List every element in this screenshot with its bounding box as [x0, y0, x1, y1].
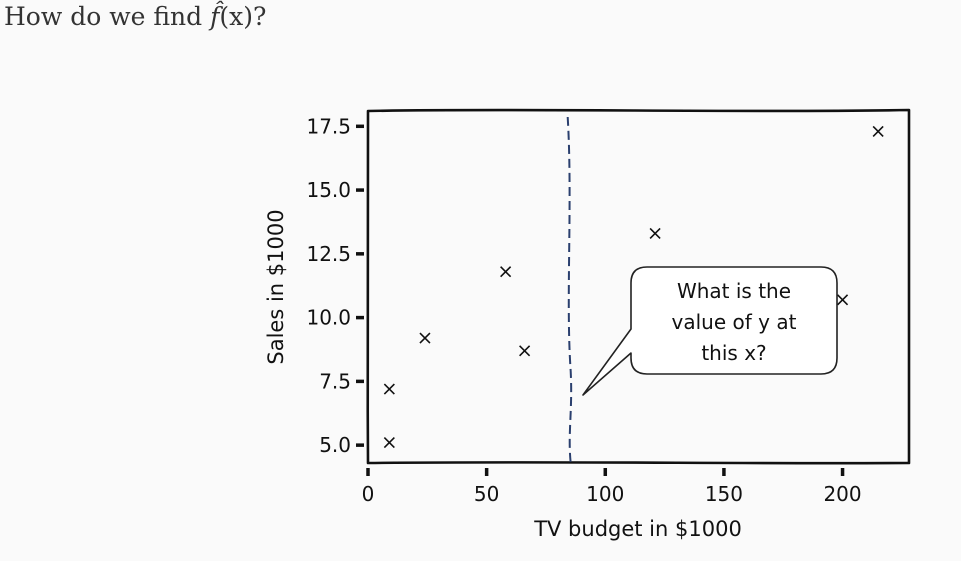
title-suffix: (x)? [219, 2, 267, 31]
plot-frame-group [366, 108, 911, 465]
y-tick-label: 12.5 [306, 242, 351, 266]
y-tick-label: 17.5 [306, 114, 351, 138]
y-tick-label: 15.0 [306, 178, 351, 202]
x-tick-label: 200 [823, 482, 861, 506]
f-hat-symbol: f̂ [210, 2, 220, 31]
vertical-line-group [566, 116, 573, 464]
x-tick-label: 100 [586, 482, 624, 506]
y-tick-label: 7.5 [319, 369, 351, 393]
page-title: How do we find f̂(x)? [4, 2, 266, 31]
data-point-marker [872, 125, 884, 137]
data-point-marker [383, 437, 395, 449]
callout-text-line: What is the [677, 279, 791, 303]
callout-text-line: value of y at [672, 310, 797, 334]
x-tick-label: 0 [362, 482, 375, 506]
y-axis-label: Sales in $1000 [264, 209, 288, 364]
data-point-marker [500, 266, 512, 278]
y-tick-label: 10.0 [306, 306, 351, 330]
callout-bubble [582, 266, 838, 396]
data-point-marker [649, 227, 661, 240]
data-point-marker [383, 383, 395, 395]
data-point-marker [419, 332, 431, 344]
data-points-group [383, 125, 884, 449]
data-point-marker [836, 294, 849, 306]
x-tick-label: 150 [705, 482, 743, 506]
data-point-marker [519, 345, 531, 357]
title-prefix: How do we find [4, 2, 211, 31]
x-tick-label: 50 [474, 482, 499, 506]
x-axis-label: TV budget in $1000 [533, 517, 742, 541]
plot-frame [366, 108, 911, 465]
callout-group: What is the value of y at this x? [582, 266, 838, 396]
callout-text-line: this x? [701, 341, 766, 365]
vertical-dashed-line [566, 116, 573, 464]
ticks-group: 0 50 100 150 200 5.0 7.5 10.0 12.5 15.0 17.5 [306, 114, 861, 506]
y-tick-label: 5.0 [319, 433, 351, 457]
